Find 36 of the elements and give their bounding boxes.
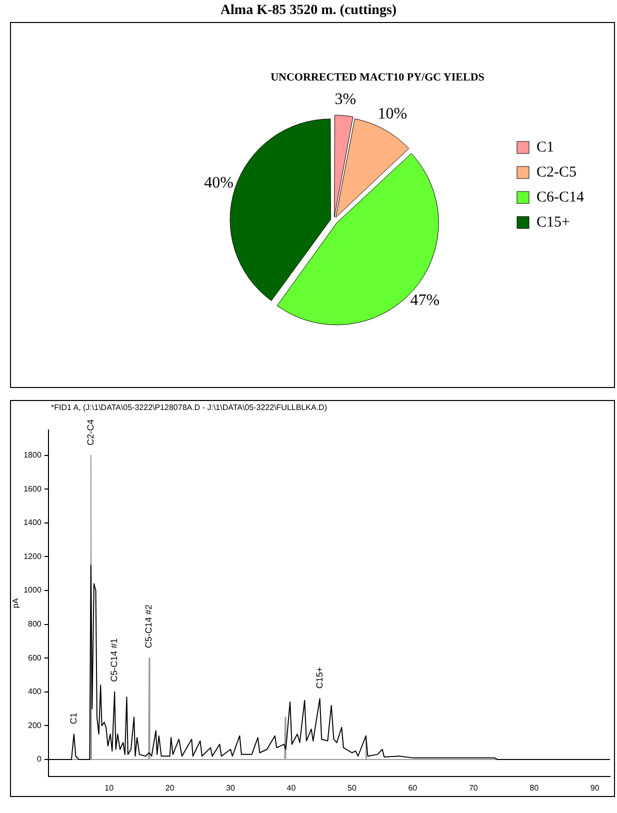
data-label: 47% (410, 292, 440, 309)
x-tick-label: 70 (468, 783, 478, 792)
chart-subtitle: UNCORRECTED MACT10 PY/GC YIELDS (270, 71, 484, 84)
data-label: 10% (378, 106, 408, 123)
y-tick-label: 600 (28, 653, 42, 662)
annotation: C2-C4 (85, 419, 96, 446)
annotation: C15+ (314, 666, 324, 689)
x-tick-label: 30 (226, 783, 236, 792)
data-label: 40% (204, 174, 234, 192)
legend-label: C1 (536, 139, 554, 156)
y-tick-label: 0 (36, 754, 42, 764)
y-tick-label: 1200 (24, 552, 42, 561)
x-tick-label: 40 (286, 783, 296, 792)
annotation: C5-C14 #2 (144, 604, 154, 648)
y-tick-label: 1800 (24, 450, 42, 460)
data-label: 3% (334, 91, 356, 108)
legend-label: C6-C14 (536, 189, 584, 206)
y-axis-title: pA (11, 598, 20, 608)
x-tick-label: 80 (530, 783, 540, 792)
y-tick-label: 200 (28, 720, 42, 730)
annotation: C1 (68, 712, 78, 724)
text: *FID1 A, (J:\1\DATA\05-3222\P128078A.D - J:\1\DATA\05-3222\FULLBLKA.D) (50, 402, 328, 414)
annotation: C5-C14 #1 (109, 638, 120, 682)
x-tick-label: 20 (165, 783, 175, 792)
chart-title: Alma K-85 3520 m. (cuttings) (219, 2, 398, 20)
x-tick-label: 50 (348, 783, 357, 792)
x-tick-label: 90 (590, 783, 600, 792)
legend-label: C15+ (536, 214, 570, 230)
y-tick-label: 400 (28, 687, 42, 696)
y-tick-label: 1400 (24, 518, 42, 528)
x-tick-label: 10 (104, 783, 114, 792)
x-tick-label: 60 (408, 783, 418, 792)
y-tick-label: 800 (28, 620, 42, 629)
y-tick-label: 1000 (24, 586, 42, 595)
legend-label: C2-C5 (536, 164, 577, 180)
y-tick-label: 1600 (24, 484, 42, 494)
